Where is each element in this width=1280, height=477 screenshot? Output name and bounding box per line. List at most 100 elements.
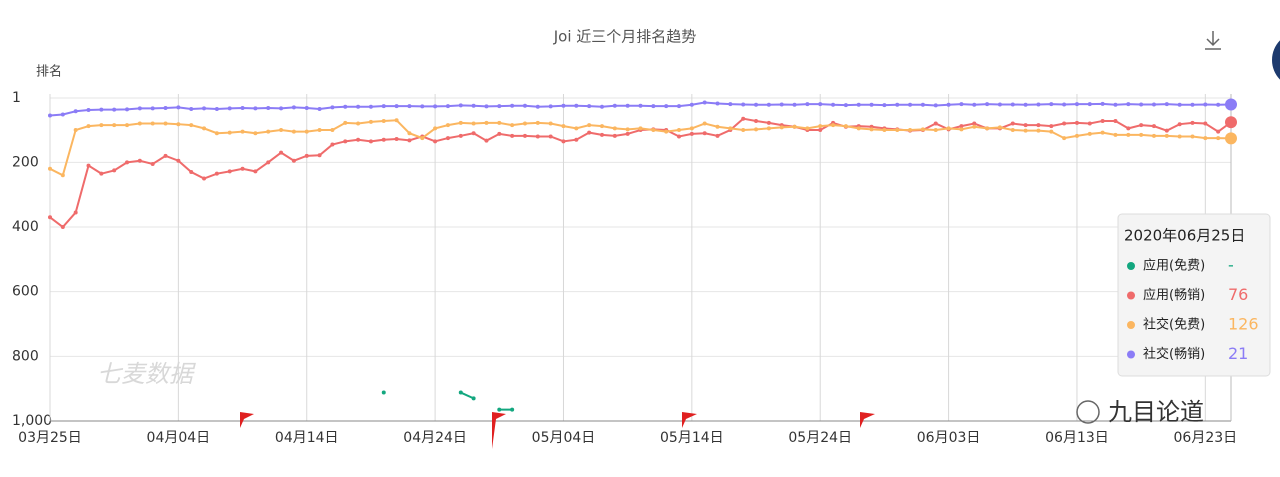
point	[869, 102, 874, 107]
point	[972, 121, 977, 126]
point	[433, 104, 438, 109]
point	[60, 225, 65, 230]
point	[1100, 101, 1105, 106]
point	[137, 106, 142, 111]
point	[792, 102, 797, 107]
highlight-point	[1225, 132, 1237, 145]
point	[741, 128, 746, 133]
point	[587, 123, 592, 128]
point	[1126, 102, 1131, 107]
point	[677, 128, 682, 133]
point	[1036, 123, 1041, 128]
point	[1010, 102, 1015, 107]
point	[279, 106, 284, 111]
point	[279, 150, 284, 155]
y-tick-label: 600	[12, 284, 39, 300]
point	[651, 128, 656, 133]
point	[997, 125, 1002, 130]
point	[895, 128, 900, 133]
point	[356, 104, 361, 109]
point	[612, 103, 617, 108]
y-axis-label: 排名	[36, 64, 62, 80]
point	[741, 102, 746, 107]
download-glyph	[1205, 31, 1221, 50]
y-tick-label: 400	[12, 219, 39, 235]
point	[1074, 133, 1079, 138]
point	[689, 126, 694, 131]
point	[895, 102, 900, 107]
point	[125, 107, 130, 112]
point	[86, 107, 91, 112]
brand-icon	[1076, 400, 1100, 424]
point	[754, 127, 759, 132]
point	[73, 109, 78, 114]
point	[612, 133, 617, 138]
x-tick-label: 06月13日	[1045, 430, 1109, 446]
download-icon[interactable]	[1205, 31, 1221, 50]
point	[1190, 102, 1195, 107]
point	[189, 170, 194, 175]
point	[48, 215, 52, 220]
point	[1074, 102, 1079, 107]
point	[535, 134, 540, 139]
point	[856, 126, 861, 131]
point	[522, 133, 527, 138]
point	[1010, 121, 1015, 126]
point	[214, 171, 219, 176]
point	[522, 121, 527, 126]
point	[356, 137, 361, 142]
point	[291, 129, 296, 134]
point	[253, 106, 258, 111]
x-tick-label: 05月24日	[788, 430, 852, 446]
point	[163, 153, 168, 158]
point	[1062, 121, 1067, 126]
point	[227, 169, 232, 174]
tooltip-dot	[1127, 321, 1135, 329]
point	[651, 104, 656, 109]
point	[163, 106, 168, 111]
point	[484, 138, 489, 143]
point	[304, 153, 309, 158]
point	[99, 123, 104, 128]
point	[1164, 102, 1169, 107]
point	[458, 390, 463, 395]
point	[125, 123, 130, 128]
point	[818, 102, 823, 107]
point	[625, 103, 630, 108]
point	[1049, 124, 1054, 129]
point	[266, 129, 271, 134]
point	[728, 102, 733, 107]
point	[304, 129, 309, 134]
point	[715, 101, 720, 106]
point	[1139, 102, 1144, 107]
y-tick-label: 1,000	[12, 413, 52, 429]
point	[715, 133, 720, 138]
point	[1164, 133, 1169, 138]
point	[202, 106, 207, 111]
point	[510, 407, 515, 412]
x-tick-label: 04月04日	[147, 430, 211, 446]
point	[1023, 123, 1028, 128]
highlight-point	[1225, 98, 1237, 111]
point	[1087, 102, 1092, 107]
point	[356, 121, 361, 126]
point	[959, 124, 964, 129]
point	[368, 119, 373, 124]
point	[1100, 130, 1105, 135]
point	[1216, 129, 1221, 134]
point	[86, 124, 91, 129]
point	[291, 158, 296, 163]
x-tick-label: 06月23日	[1174, 430, 1238, 446]
point	[548, 134, 553, 139]
point	[1074, 120, 1079, 125]
tooltip-name: 社交(免费)	[1143, 317, 1205, 333]
point	[1062, 136, 1067, 141]
point	[150, 106, 155, 111]
point	[1151, 124, 1156, 129]
point	[625, 131, 630, 136]
point	[818, 124, 823, 129]
point	[574, 126, 579, 131]
point	[1139, 123, 1144, 128]
point	[766, 102, 771, 107]
